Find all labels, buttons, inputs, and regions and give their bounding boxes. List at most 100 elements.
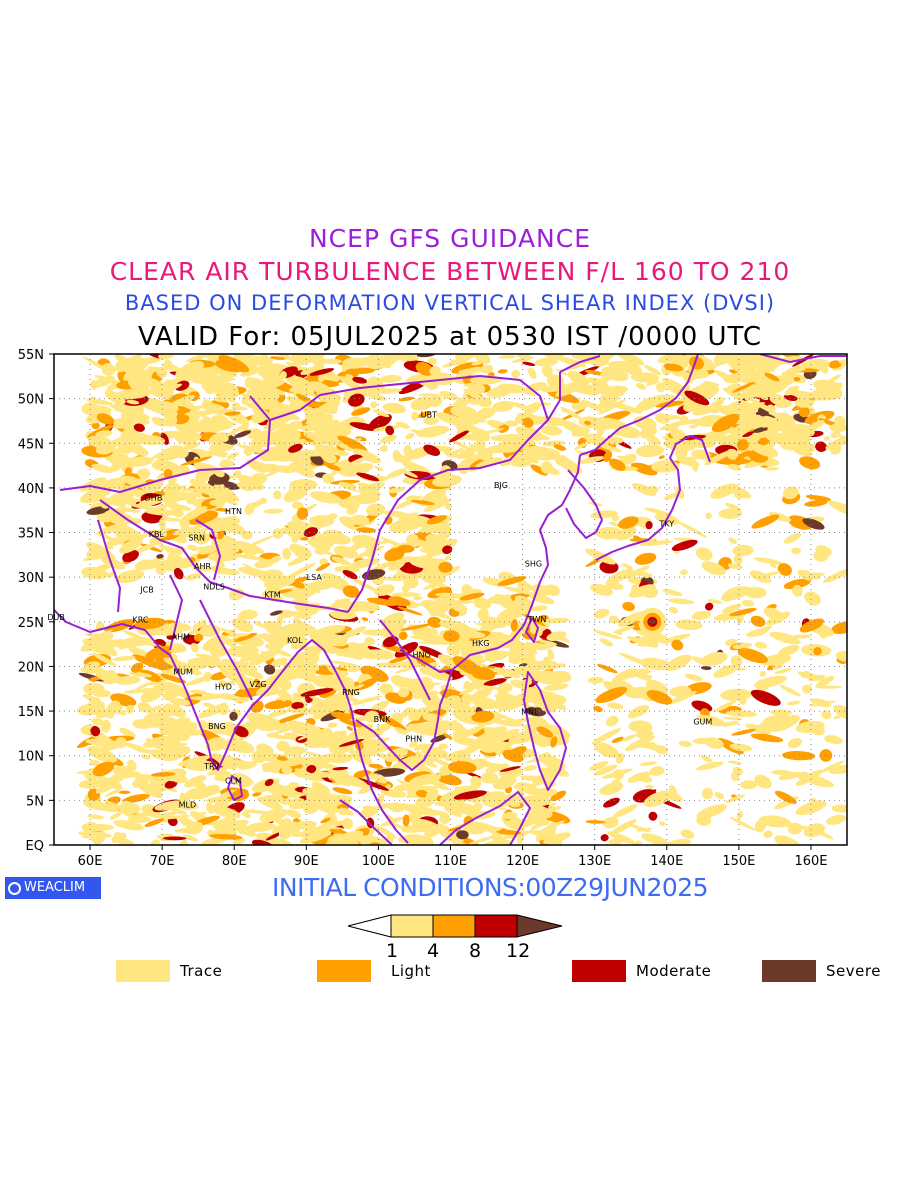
turbulence-patch [193,531,210,545]
turbulence-patch [308,381,334,396]
turbulence-patch [323,644,352,658]
turbulence-patch [306,764,317,774]
turbulence-patch [95,430,113,438]
turbulence-patch [783,394,798,402]
turbulence-patch [459,687,475,695]
turbulence-patch [803,420,825,433]
turbulence-patch [388,596,411,607]
turbulence-patch [137,495,169,507]
turbulence-patch [252,378,285,390]
turbulence-patch [621,563,633,570]
turbulence-patch [691,610,711,620]
turbulence-patch [379,375,403,383]
turbulence-patch [542,656,552,667]
turbulence-patch [792,584,803,597]
turbulence-patch [689,356,704,370]
turbulence-patch [237,613,245,621]
turbulence-patch [535,741,547,748]
turbulence-patch [289,386,300,393]
turbulence-patch [668,598,695,605]
turbulence-patch [452,599,474,604]
turbulence-patch [725,638,738,646]
turbulence-patch [429,394,443,407]
turbulence-patch [411,411,419,421]
turbulence-patch [603,450,613,462]
turbulence-patch [109,812,122,820]
turbulence-patch [333,833,360,845]
turbulence-patch [731,728,757,736]
turbulence-patch [303,666,315,672]
turbulence-patch [819,749,833,762]
turbulence-patch [512,782,528,789]
turbulence-patch [132,654,164,670]
turbulence-patch [546,449,555,460]
turbulence-patch [185,419,217,433]
turbulence-patch [641,833,668,845]
turbulence-patch [429,365,441,377]
turbulence-patch [700,666,712,670]
turbulence-patch [342,569,358,580]
turbulence-patch [462,821,488,835]
turbulence-patch [213,488,240,502]
turbulence-patch [95,672,111,682]
turbulence-patch [695,547,713,561]
turbulence-patch [754,819,767,833]
turbulence-patch [86,398,114,406]
turbulence-patch [306,822,316,835]
turbulence-patch [524,765,537,771]
turbulence-patch [202,635,229,652]
turbulence-patch [173,567,184,580]
turbulence-patch [481,802,507,810]
turbulence-patch [92,652,117,667]
turbulence-patch [723,586,752,601]
turbulence-patch [471,360,484,366]
turbulence-patch [332,787,353,795]
turbulence-patch [675,619,703,631]
turbulence-patch [751,432,760,442]
turbulence-patch [323,633,345,643]
turbulence-patch [121,793,150,804]
turbulence-patch [373,768,406,777]
turbulence-patch [438,619,469,631]
legend-label-severe: Severe [826,962,881,980]
turbulence-patch [329,828,348,836]
turbulence-patch [824,735,843,745]
turbulence-patch [729,816,756,831]
turbulence-patch [91,376,116,388]
turbulence-patch [278,827,292,840]
turbulence-patch [272,735,293,740]
turbulence-patch [160,517,182,522]
turbulence-patch [421,629,443,643]
turbulence-patch [707,599,723,604]
turbulence-patch [339,376,363,391]
turbulence-patch [125,704,135,714]
turbulence-patch [91,802,119,812]
turbulence-patch [783,486,799,500]
turbulence-patch [828,500,847,517]
turbulence-patch [729,743,753,752]
turbulence-patch [826,814,847,825]
turbulence-patch [96,413,115,425]
turbulence-patch [107,704,126,716]
turbulence-patch [95,781,117,794]
turbulence-patch [804,591,821,606]
turbulence-patch [522,361,536,367]
turbulence-patch [346,726,354,731]
turbulence-patch [179,518,190,529]
turbulence-patch [428,670,453,681]
turbulence-patch [327,722,338,728]
turbulence-patch [154,800,187,811]
turbulence-patch [692,737,713,745]
turbulence-patch [452,656,483,676]
turbulence-patch [553,444,566,451]
lat-tick-label: 40N [18,482,44,497]
turbulence-patch [366,503,386,517]
turbulence-patch [823,436,830,441]
turbulence-patch [283,746,306,757]
turbulence-patch [822,567,847,583]
turbulence-patch [571,401,588,411]
city-label: MNL [521,708,539,717]
turbulence-patch [323,441,342,448]
turbulence-patch [517,582,533,591]
turbulence-patch [485,650,514,657]
